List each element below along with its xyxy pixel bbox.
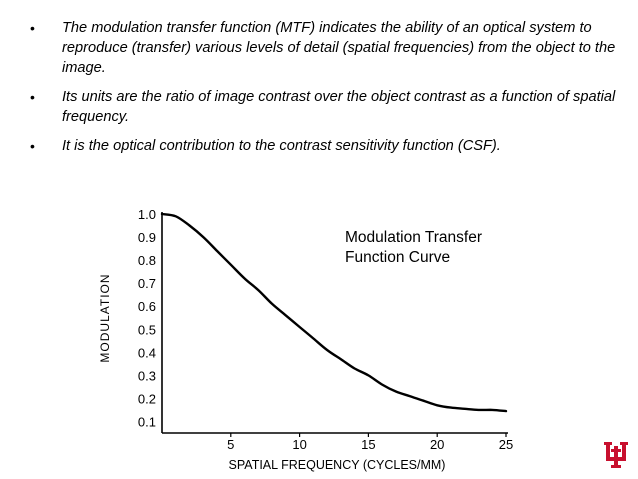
y-axis-label: MODULATION: [98, 273, 112, 362]
y-tick-label: 0.2: [138, 391, 156, 406]
bullet-symbol: •: [30, 20, 35, 36]
y-tick-label: 0.5: [138, 322, 156, 337]
bullet-item: • The modulation transfer function (MTF)…: [26, 18, 616, 78]
bullet-text: Its units are the ratio of image contras…: [62, 89, 616, 125]
bullet-list: • The modulation transfer function (MTF)…: [26, 18, 616, 165]
bullet-symbol: •: [30, 89, 35, 105]
y-tick-label: 0.8: [138, 253, 156, 268]
university-logo-icon: [604, 442, 628, 468]
bullet-item: • It is the optical contribution to the …: [26, 136, 616, 156]
x-axis-label: SPATIAL FREQUENCY (CYCLES/MM): [229, 458, 446, 472]
mtf-series-line: [160, 212, 508, 413]
x-tick-label: 5: [227, 437, 234, 452]
y-tick-label: 0.6: [138, 299, 156, 314]
bullet-item: • Its units are the ratio of image contr…: [26, 87, 616, 127]
x-tick-label: 25: [499, 437, 513, 452]
x-tick-labels: 5 10 15 20 25: [227, 433, 513, 452]
bullet-symbol: •: [30, 138, 35, 154]
y-tick-label: 0.1: [138, 414, 156, 429]
x-tick-label: 15: [361, 437, 375, 452]
logo-shape: [604, 442, 628, 468]
y-tick-label: 0.7: [138, 276, 156, 291]
chart-title-line-1: Modulation Transfer: [345, 229, 482, 246]
bullet-text: The modulation transfer function (MTF) i…: [62, 20, 616, 76]
y-tick-labels: 1.0 0.9 0.8 0.7 0.6 0.5 0.4 0.3 0.2 0.1: [138, 207, 156, 429]
chart-title-line-2: Function Curve: [345, 249, 450, 266]
y-tick-label: 1.0: [138, 207, 156, 222]
bullet-text: It is the optical contribution to the co…: [62, 138, 501, 154]
x-tick-label: 10: [292, 437, 306, 452]
x-tick-label: 20: [430, 437, 444, 452]
y-tick-label: 0.3: [138, 368, 156, 383]
y-tick-label: 0.9: [138, 230, 156, 245]
y-tick-label: 0.4: [138, 345, 156, 360]
